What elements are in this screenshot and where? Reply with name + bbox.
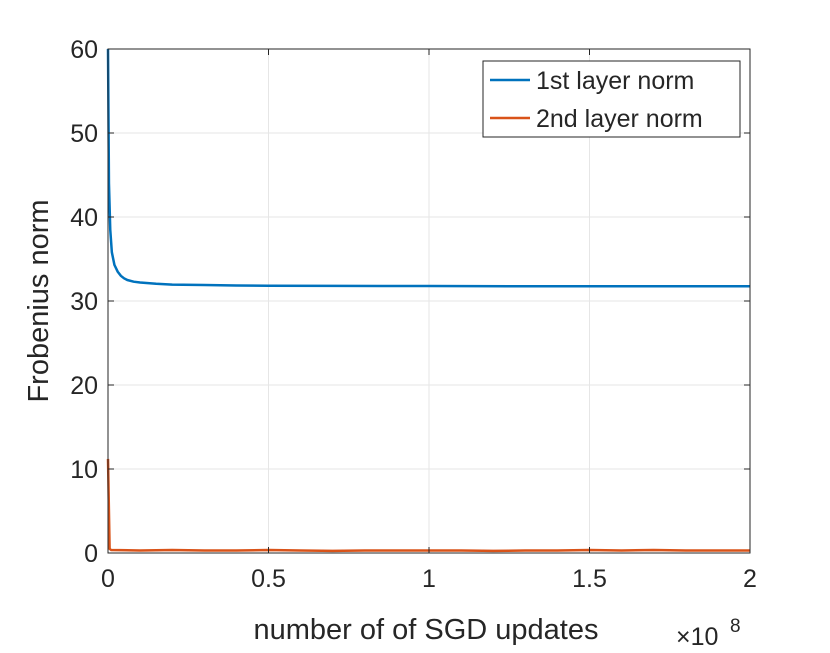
y-tick-label: 20	[70, 372, 98, 400]
x-tick-label: 0.5	[251, 565, 286, 593]
series-line-1st-layer-norm	[106, 48, 750, 288]
x-exponent-prefix: ×10	[676, 623, 718, 651]
x-tick-label: 0	[101, 565, 115, 593]
series-line-2nd-layer-norm	[106, 458, 750, 553]
x-axis-label: number of of SGD updates	[254, 614, 599, 646]
legend-text-1st-layer-norm: 1st layer norm	[536, 67, 694, 95]
y-tick-label: 10	[70, 456, 98, 484]
y-tick-label: 40	[70, 204, 98, 232]
series-layer	[106, 48, 750, 553]
y-axis-label: Frobenius norm	[23, 199, 55, 402]
legend-box	[482, 60, 741, 138]
y-tick-label: 0	[84, 540, 98, 568]
x-exponent-power: 8	[730, 616, 741, 637]
y-tick-label: 60	[70, 36, 98, 64]
x-tick-label: 1	[422, 565, 436, 593]
y-tick-label: 30	[70, 288, 98, 316]
x-tick-label: 2	[743, 565, 757, 593]
x-tick-label: 1.5	[572, 565, 607, 593]
y-tick-label: 50	[70, 120, 98, 148]
legend: 1st layer norm 2nd layer norm	[482, 60, 741, 138]
legend-text-2nd-layer-norm: 2nd layer norm	[536, 105, 703, 133]
